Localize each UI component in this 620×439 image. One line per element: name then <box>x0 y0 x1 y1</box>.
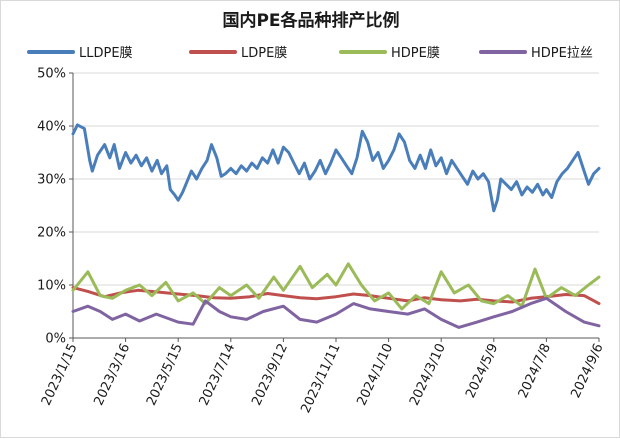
y-tick-label: 10% <box>37 279 66 294</box>
x-tick-label: 2023/9/12 <box>249 341 291 408</box>
legend-label: LDPE膜 <box>241 46 287 61</box>
x-tick-label: 2024/5/9 <box>463 341 501 400</box>
series-layer <box>71 123 601 329</box>
series-line-2 <box>71 262 601 311</box>
x-tick-label: 2023/7/14 <box>197 341 239 408</box>
y-axis-ticks: 0% 10% 20% 30% 40% 50% <box>37 67 73 347</box>
axes <box>72 73 599 339</box>
legend-label: HDPE拉丝 <box>531 46 593 61</box>
legend-label: HDPE膜 <box>391 46 440 61</box>
y-tick-label: 20% <box>37 226 66 241</box>
series-line-3 <box>71 296 601 329</box>
x-tick-label: 2023/11/11 <box>298 341 343 415</box>
x-axis-ticks: 2023/1/15 2023/3/16 2023/5/15 2023/7/14 2023… <box>39 338 607 416</box>
y-tick-label: 0% <box>45 332 66 347</box>
y-tick-label: 40% <box>37 120 66 135</box>
x-tick-label: 2023/3/16 <box>91 341 133 408</box>
series-line-0 <box>71 123 601 213</box>
x-tick-label: 2024/9/6 <box>568 341 606 400</box>
x-tick-label: 2023/5/15 <box>144 341 186 408</box>
legend-label: LLDPE膜 <box>79 46 133 61</box>
x-tick-label: 2024/1/10 <box>354 341 396 408</box>
gridlines <box>73 72 599 286</box>
legend: LLDPE膜 LDPE膜 HDPE膜 HDPE拉丝 <box>27 46 593 61</box>
x-tick-label: 2024/3/10 <box>407 341 449 408</box>
y-tick-label: 50% <box>37 67 66 82</box>
y-tick-label: 30% <box>37 173 66 188</box>
x-tick-label: 2024/7/8 <box>516 341 554 400</box>
x-tick-label: 2023/1/15 <box>39 341 81 408</box>
chart-title: 国内PE各品种排产比例 <box>222 10 399 31</box>
